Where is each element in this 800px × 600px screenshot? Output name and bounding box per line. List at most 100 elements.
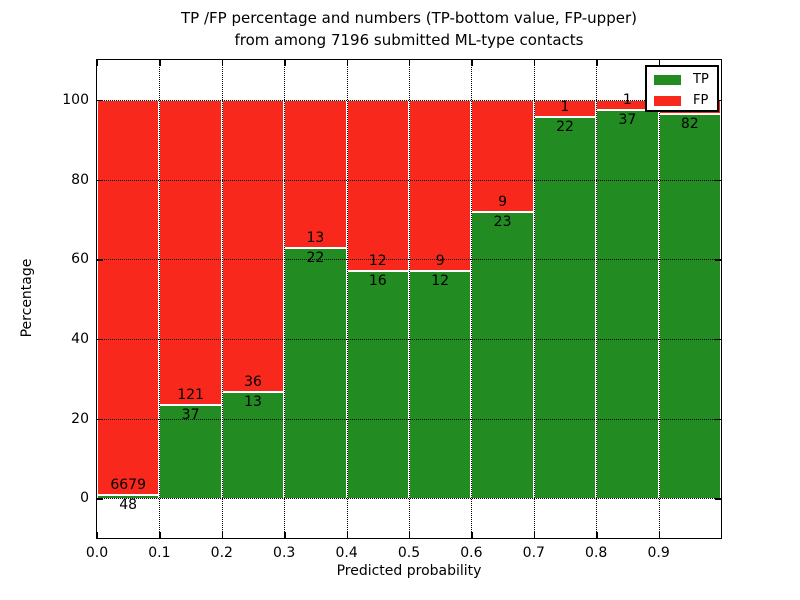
bar-count-label-fp: 9 — [435, 252, 445, 269]
bar-count-label-fp: 1 — [560, 99, 570, 116]
bar-tp-segment — [533, 117, 597, 499]
y-tick-mark — [97, 99, 103, 102]
y-tick-label: 20 — [71, 410, 89, 427]
bar-count-label-tp: 13 — [244, 394, 262, 411]
y-tick-label: 100 — [62, 91, 89, 108]
bar-count-label-tp: 82 — [680, 115, 699, 132]
bar-tp-segment — [409, 270, 472, 499]
x-tick-mark-top — [533, 60, 536, 66]
bar-fp-segment — [284, 99, 347, 248]
gridline-v — [346, 60, 348, 538]
legend-row-tp: TP — [654, 71, 717, 88]
bar-count-label-tp: 23 — [493, 213, 512, 230]
bar-count-label-tp: 22 — [556, 119, 574, 136]
y-tick-label: 60 — [71, 251, 89, 268]
x-tick-label: 0.5 — [397, 545, 421, 561]
legend-label-tp: TP — [693, 72, 709, 87]
x-tick-label: 0.4 — [335, 545, 358, 561]
x-tick-label: 0.0 — [85, 545, 109, 561]
y-tick-mark-right — [715, 179, 721, 181]
bar-tp-segment — [221, 392, 285, 499]
x-tick-mark-top — [596, 60, 598, 66]
x-tick-mark — [97, 532, 99, 538]
y-tick-label: 0 — [80, 490, 89, 507]
x-tick-mark — [409, 532, 411, 538]
bar-fp-segment — [346, 99, 409, 271]
fp-legend-swatch-icon — [654, 95, 681, 106]
y-tick-mark-right — [715, 418, 721, 420]
bar-count-label-fp: 12 — [368, 252, 387, 269]
bar-count-label-tp: 37 — [181, 406, 200, 423]
y-tick-label: 80 — [71, 171, 89, 188]
gridline-v — [284, 60, 286, 538]
bar-count-label-fp: 1 — [622, 92, 632, 109]
x-tick-label: 0.8 — [585, 545, 608, 561]
bar-count-label-fp: 121 — [177, 386, 204, 403]
x-tick-mark — [658, 532, 660, 538]
legend-row-fp: FP — [654, 92, 717, 109]
bar-count-label-fp: 36 — [244, 374, 262, 391]
y-tick-mark — [97, 338, 103, 341]
x-tick-label: 0.3 — [273, 545, 296, 561]
x-tick-mark-top — [346, 60, 348, 66]
x-tick-mark — [596, 532, 598, 538]
bar-count-label-tp: 12 — [431, 272, 450, 289]
gridline-v — [409, 60, 410, 538]
y-tick-mark — [97, 498, 103, 500]
bar-tp-segment — [97, 495, 160, 499]
legend: TP FP — [645, 65, 719, 112]
y-tick-mark — [97, 418, 103, 420]
x-tick-mark-top — [284, 60, 286, 66]
y-tick-mark-right — [715, 498, 721, 500]
x-tick-mark — [533, 532, 536, 538]
plot-area: 66794812137361313221216912923122137382 T… — [96, 59, 722, 539]
gridline-v — [533, 60, 535, 538]
bar-count-label-tp: 48 — [119, 497, 138, 514]
gridline-v — [471, 60, 473, 538]
gridline-v — [159, 60, 161, 538]
x-tick-label: 0.2 — [210, 545, 233, 561]
bar-count-label-fp: 9 — [498, 193, 508, 210]
gridline-v — [596, 60, 598, 538]
y-axis-label: Percentage — [19, 258, 35, 338]
x-tick-mark-top — [409, 60, 411, 66]
bar-tp-segment — [346, 270, 409, 499]
bar-tp-segment — [284, 247, 347, 499]
x-tick-label: 0.1 — [148, 545, 171, 561]
bar-tp-segment — [658, 113, 721, 499]
y-tick-label: 40 — [71, 330, 89, 347]
x-tick-label: 0.9 — [647, 545, 670, 561]
bar-tp-segment — [596, 110, 659, 499]
bar-count-label-tp: 37 — [618, 112, 637, 129]
legend-label-fp: FP — [693, 93, 709, 108]
x-tick-label: 0.6 — [460, 545, 483, 561]
x-axis-label: Predicted probability — [336, 563, 482, 579]
x-tick-mark — [471, 532, 473, 538]
x-tick-mark-top — [221, 60, 224, 66]
y-tick-mark — [97, 259, 103, 261]
chart-title-line-2: from among 7196 submitted ML-type contac… — [234, 30, 584, 49]
x-tick-label: 0.7 — [522, 545, 545, 561]
bar-fp-segment — [221, 99, 285, 393]
gridline-v — [221, 60, 223, 538]
tp-legend-swatch-icon — [654, 74, 681, 85]
bar-fp-segment — [159, 99, 222, 405]
x-tick-mark-top — [471, 60, 473, 66]
x-tick-mark-top — [97, 60, 99, 66]
x-tick-mark-top — [159, 60, 161, 66]
x-tick-mark — [346, 532, 348, 538]
bar-tp-segment — [471, 211, 534, 499]
x-tick-mark-top — [658, 60, 660, 66]
chart-title-line-1: TP /FP percentage and numbers (TP-bottom… — [181, 9, 637, 27]
bar-count-label-fp: 13 — [306, 229, 325, 246]
y-tick-mark-right — [715, 259, 721, 261]
bar-count-label-tp: 22 — [306, 249, 325, 266]
x-tick-mark — [221, 532, 224, 538]
bar-count-label-tp: 16 — [368, 272, 387, 289]
chart-title: TP /FP percentage and numbers (TP-bottom… — [97, 8, 721, 52]
x-tick-mark — [284, 532, 286, 538]
bar-fp-segment — [409, 99, 472, 271]
x-tick-mark — [159, 532, 161, 538]
bar-fp-segment — [97, 99, 160, 496]
